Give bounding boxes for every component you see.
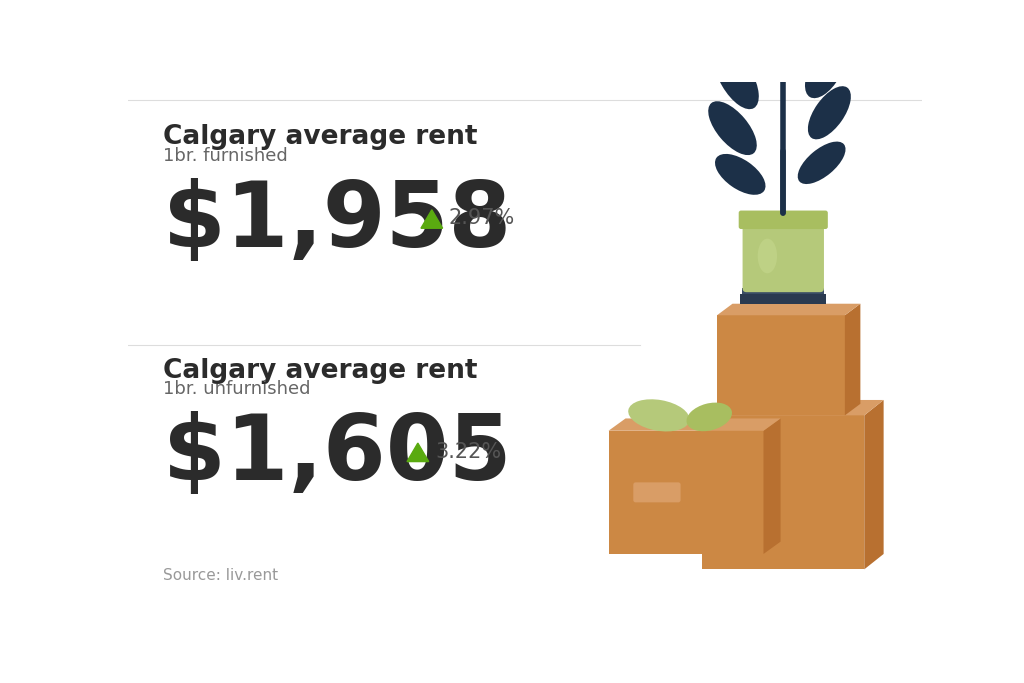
Text: Source: liv.rent: Source: liv.rent xyxy=(163,568,278,583)
Ellipse shape xyxy=(805,42,846,98)
Ellipse shape xyxy=(714,47,759,109)
Ellipse shape xyxy=(798,141,846,184)
FancyBboxPatch shape xyxy=(738,210,827,229)
Text: 3.22%: 3.22% xyxy=(435,442,501,462)
Ellipse shape xyxy=(794,29,819,74)
Polygon shape xyxy=(421,210,442,228)
Polygon shape xyxy=(717,304,860,316)
Polygon shape xyxy=(864,400,884,570)
Text: 1br. furnished: 1br. furnished xyxy=(163,148,288,165)
Text: 2.97%: 2.97% xyxy=(449,208,515,228)
FancyBboxPatch shape xyxy=(633,482,681,503)
Ellipse shape xyxy=(808,86,851,139)
FancyBboxPatch shape xyxy=(701,415,864,570)
Text: 1br. unfurnished: 1br. unfurnished xyxy=(163,380,310,398)
Ellipse shape xyxy=(686,402,732,431)
Ellipse shape xyxy=(715,154,766,195)
FancyBboxPatch shape xyxy=(608,431,764,554)
Polygon shape xyxy=(608,419,780,431)
Ellipse shape xyxy=(629,400,689,432)
FancyBboxPatch shape xyxy=(740,294,825,304)
Polygon shape xyxy=(407,443,429,462)
Text: Calgary average rent: Calgary average rent xyxy=(163,124,477,150)
Ellipse shape xyxy=(758,238,777,273)
Polygon shape xyxy=(845,304,860,415)
Ellipse shape xyxy=(709,101,757,155)
Text: $1,605: $1,605 xyxy=(163,410,511,499)
FancyBboxPatch shape xyxy=(717,316,845,415)
Text: Calgary average rent: Calgary average rent xyxy=(163,358,477,384)
Polygon shape xyxy=(764,419,780,554)
FancyBboxPatch shape xyxy=(742,219,824,292)
Polygon shape xyxy=(701,400,884,415)
Ellipse shape xyxy=(756,11,786,76)
FancyBboxPatch shape xyxy=(741,288,824,294)
Text: $1,958: $1,958 xyxy=(163,178,511,266)
